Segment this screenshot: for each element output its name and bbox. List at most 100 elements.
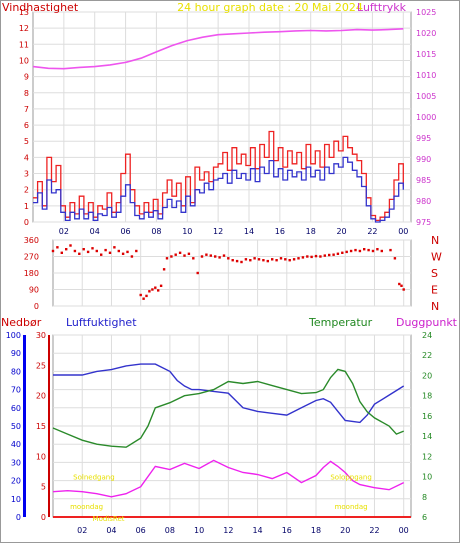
dewpoint-line bbox=[52, 459, 405, 498]
climate-grid bbox=[53, 334, 411, 518]
direction-point bbox=[341, 251, 344, 254]
chart-title: 24 hour graph date : 20 Mai 2024 bbox=[177, 1, 363, 14]
climate-panel: 0 10 20 30 40 50 60 70 80 90 100 0 5 10 15 20 25 30 6 8 10… bbox=[1, 316, 458, 535]
climate-time-tick: 14 bbox=[252, 526, 262, 535]
pressure-tick: 990 bbox=[416, 155, 431, 164]
direction-point bbox=[139, 293, 142, 297]
direction-point bbox=[345, 250, 348, 254]
wind-speed-tick: 0 bbox=[24, 218, 29, 227]
rain-axis: 0 5 10 15 20 25 30 bbox=[36, 331, 46, 522]
direction-point bbox=[151, 288, 154, 291]
wind-speed-tick: 11 bbox=[19, 40, 29, 49]
direction-point bbox=[358, 249, 362, 253]
dewpoint-label: Duggpunkt bbox=[396, 316, 458, 329]
direction-point bbox=[402, 288, 405, 291]
temperature-tick: 16 bbox=[422, 412, 432, 421]
temperature-tick: 10 bbox=[422, 473, 432, 482]
climate-time-tick: 06 bbox=[136, 526, 146, 535]
direction-point bbox=[288, 259, 291, 262]
wind-gust-line bbox=[33, 130, 404, 222]
pressure-tick: 995 bbox=[416, 134, 431, 143]
direction-point bbox=[162, 268, 166, 271]
humidity-tick: 100 bbox=[6, 331, 21, 340]
direction-point bbox=[389, 248, 392, 252]
direction-point bbox=[319, 255, 322, 258]
wind-speed-tick: 6 bbox=[24, 121, 29, 130]
direction-point bbox=[69, 244, 72, 247]
compass-label: N bbox=[431, 300, 439, 313]
direction-point bbox=[60, 251, 63, 254]
pressure-tick: 1010 bbox=[416, 71, 436, 80]
rain-tick: 20 bbox=[36, 392, 46, 401]
climate-time-tick: 12 bbox=[223, 526, 233, 535]
humidity-tick: 80 bbox=[11, 367, 21, 376]
wind-speed-tick: 1 bbox=[24, 202, 29, 211]
direction-point bbox=[165, 257, 169, 260]
temperature-tick: 24 bbox=[422, 331, 432, 340]
direction-tick: 180 bbox=[24, 269, 39, 278]
direction-point bbox=[262, 259, 265, 262]
direction-point bbox=[227, 257, 230, 260]
pressure-tick: 1025 bbox=[416, 8, 436, 17]
rain-tick: 5 bbox=[41, 483, 46, 492]
direction-point bbox=[170, 255, 173, 258]
wind-speed-tick: 8 bbox=[24, 89, 29, 98]
direction-point bbox=[244, 258, 248, 261]
wind-grid bbox=[33, 11, 411, 223]
climate-time-tick: 00 bbox=[399, 526, 409, 535]
direction-point bbox=[65, 248, 68, 251]
direction-point bbox=[400, 284, 403, 287]
compass-label: E bbox=[431, 284, 438, 297]
direction-point bbox=[121, 252, 125, 255]
direction-point bbox=[205, 253, 208, 256]
wind-time-tick: 14 bbox=[244, 227, 254, 236]
direction-point bbox=[376, 248, 379, 251]
humidity-tick: 60 bbox=[11, 404, 21, 413]
direction-point bbox=[323, 254, 326, 257]
direction-point bbox=[91, 247, 94, 250]
humidity-tick: 20 bbox=[11, 477, 21, 486]
direction-point bbox=[192, 257, 195, 260]
direction-point bbox=[349, 249, 353, 253]
direction-point bbox=[297, 257, 300, 260]
temperature-label: Temperatur bbox=[308, 316, 373, 329]
direction-point bbox=[240, 260, 243, 264]
humidity-tick: 30 bbox=[11, 458, 21, 467]
rain-tick: 15 bbox=[36, 422, 46, 431]
wind-speed-tick: 10 bbox=[19, 56, 29, 65]
climate-annotation: Solnedgang bbox=[73, 474, 114, 482]
wind-speed-line bbox=[33, 156, 404, 223]
wind-time-tick: 12 bbox=[213, 227, 223, 236]
wind-time-tick: 20 bbox=[336, 227, 346, 236]
direction-point bbox=[82, 248, 85, 251]
wind-speed-tick: 4 bbox=[24, 153, 29, 162]
humidity-line bbox=[53, 363, 405, 424]
humidity-tick: 40 bbox=[11, 440, 21, 449]
wind-time-tick: 08 bbox=[151, 227, 161, 236]
wind-speed-tick: 2 bbox=[24, 186, 29, 195]
direction-point bbox=[367, 248, 370, 252]
wind-speed-tick: 7 bbox=[24, 105, 29, 114]
climate-annotation: moondag bbox=[335, 503, 368, 511]
direction-point bbox=[235, 259, 239, 263]
direction-point bbox=[363, 248, 366, 251]
wind-time-tick: 00 bbox=[398, 227, 408, 236]
pressure-tick: 1000 bbox=[416, 113, 436, 122]
direction-point bbox=[279, 257, 283, 260]
direction-point bbox=[271, 258, 274, 261]
direction-point bbox=[73, 249, 77, 253]
direction-point bbox=[328, 253, 331, 257]
climate-annotation: ModisRet bbox=[93, 515, 125, 523]
wind-speed-label: Vindhastighet bbox=[2, 1, 79, 14]
climate-time-tick: 04 bbox=[106, 526, 116, 535]
direction-point bbox=[310, 255, 313, 259]
temperature-tick: 12 bbox=[422, 452, 432, 461]
wind-speed-tick: 12 bbox=[19, 24, 29, 33]
direction-series bbox=[51, 244, 405, 300]
humidity-tick: 50 bbox=[11, 422, 21, 431]
direction-point bbox=[275, 259, 278, 262]
wind-time-tick: 06 bbox=[120, 227, 130, 236]
rain-tick: 0 bbox=[41, 513, 46, 522]
direction-point bbox=[159, 284, 163, 287]
